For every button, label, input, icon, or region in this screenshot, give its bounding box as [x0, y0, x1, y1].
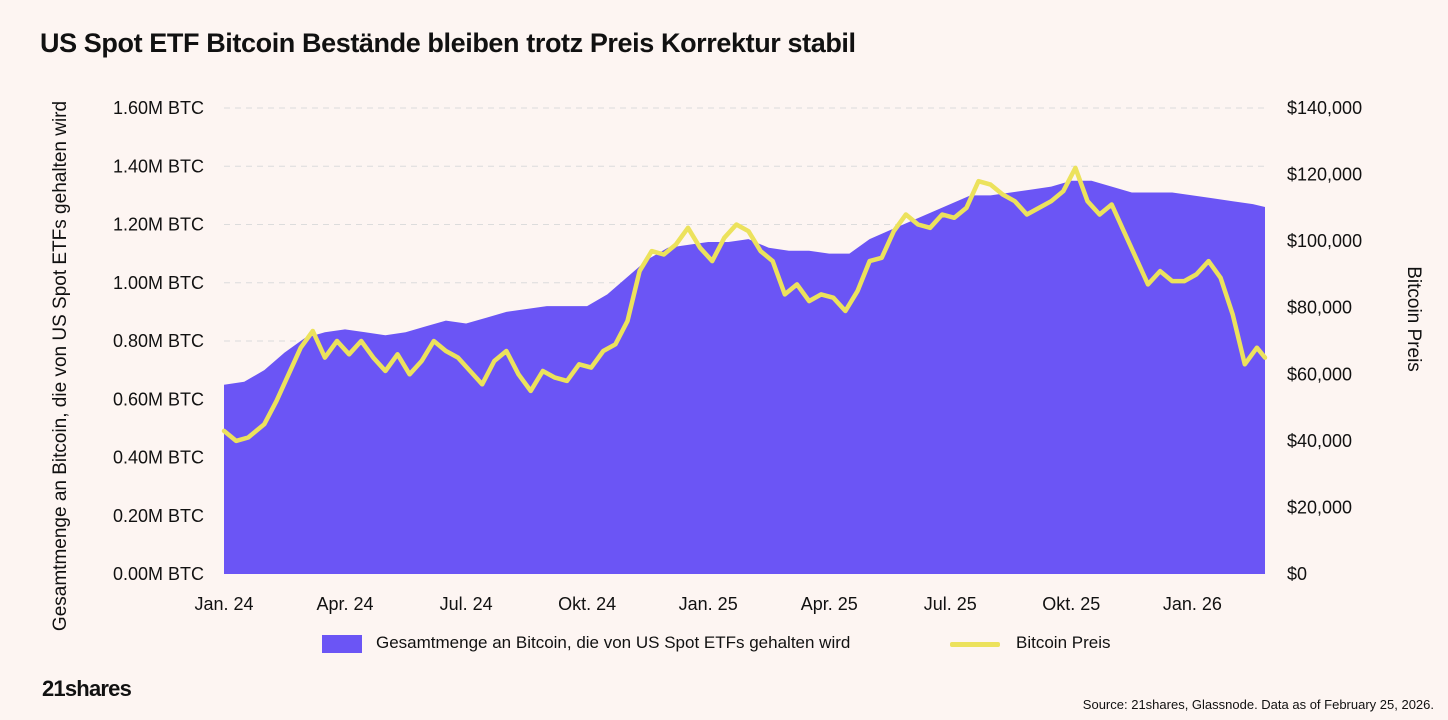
left-tick-label: 1.40M BTC	[113, 156, 204, 176]
right-tick-label: $0	[1287, 564, 1307, 584]
x-tick-label: Jul. 24	[440, 594, 493, 614]
legend-holdings-label: Gesamtmenge an Bitcoin, die von US Spot …	[376, 633, 851, 652]
left-tick-label: 0.40M BTC	[113, 448, 204, 468]
right-tick-label: $120,000	[1287, 165, 1362, 185]
x-tick-label: Okt. 24	[558, 594, 616, 614]
x-tick-label: Jan. 26	[1163, 594, 1222, 614]
right-tick-label: $40,000	[1287, 431, 1352, 451]
x-tick-label: Apr. 25	[801, 594, 858, 614]
left-tick-label: 1.60M BTC	[113, 98, 204, 118]
price-line	[221, 165, 1268, 444]
holdings-area	[224, 180, 1265, 575]
brand-logo: 21shares	[42, 676, 132, 701]
right-tick-label: $80,000	[1287, 298, 1352, 318]
left-tick-label: 0.00M BTC	[113, 564, 204, 584]
price-line-layer	[221, 165, 1268, 444]
right-tick-label: $60,000	[1287, 364, 1352, 384]
legend: Gesamtmenge an Bitcoin, die von US Spot …	[0, 632, 1448, 656]
left-tick-label: 0.20M BTC	[113, 506, 204, 526]
right-axis-ticks: $0 $20,000 $40,000 $60,000 $80,000 $100,000 $1…	[1287, 98, 1362, 584]
left-tick-label: 0.80M BTC	[113, 331, 204, 351]
chart-title: US Spot ETF Bitcoin Bestände bleiben tro…	[40, 28, 856, 58]
source-note: Source: 21shares, Glassnode. Data as of …	[1082, 697, 1434, 712]
legend-holdings-swatch	[322, 635, 362, 653]
left-tick-label: 0.60M BTC	[113, 389, 204, 409]
left-tick-label: 1.00M BTC	[113, 273, 204, 293]
legend-price-label: Bitcoin Preis	[1016, 633, 1111, 652]
left-tick-label: 1.20M BTC	[113, 215, 204, 235]
x-tick-label: Jan. 24	[194, 594, 253, 614]
x-tick-label: Jan. 25	[679, 594, 738, 614]
left-axis-ticks: 0.00M BTC 0.20M BTC 0.40M BTC 0.60M BTC 0.80…	[113, 98, 204, 584]
right-tick-label: $100,000	[1287, 231, 1362, 251]
x-tick-label: Jul. 25	[924, 594, 977, 614]
legend-price-swatch	[950, 642, 1000, 647]
x-tick-label: Apr. 24	[317, 594, 374, 614]
right-tick-label: $140,000	[1287, 98, 1362, 118]
x-tick-label: Okt. 25	[1042, 594, 1100, 614]
holdings-area-layer	[224, 180, 1265, 575]
right-axis-title: Bitcoin Preis	[1403, 266, 1424, 372]
left-axis-title: Gesamtmenge an Bitcoin, die von US Spot …	[50, 101, 71, 631]
right-tick-label: $20,000	[1287, 497, 1352, 517]
x-axis-ticks: Jan. 24 Apr. 24 Jul. 24 Okt. 24 Jan. 25 Apr. …	[194, 594, 1221, 614]
